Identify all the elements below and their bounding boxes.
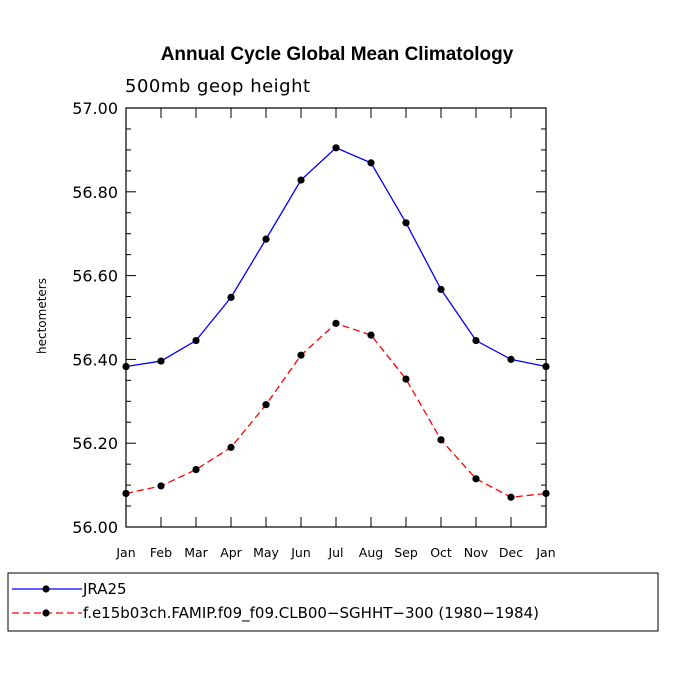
series-1-point [192,465,200,474]
legend-label-0: JRA25 [82,580,127,598]
series-1-point [157,482,165,490]
series-0-point [472,336,480,345]
legend: JRA25 f.e15b03ch.FAMIP.f09_f09.CLB00−SGHH… [7,572,659,632]
legend-box [7,572,659,632]
chart-subtitle: 500mb geop height [125,76,311,97]
legend-marker-1 [42,609,50,617]
series-0-point [227,293,235,301]
series-0-point [262,235,270,243]
series-0-point [542,362,550,371]
x-tick-label: Nov [464,545,489,560]
series-line-0 [125,147,547,368]
series-0-point [332,144,340,152]
series-0-point [192,336,200,345]
x-tick-label: Feb [150,545,172,560]
series-0-point [297,176,305,184]
series-1-point [367,331,375,339]
y-axis-label: hectometers [35,278,49,354]
series-line-1 [125,322,547,498]
x-tick-label: Jul [327,545,343,560]
series-0-point [122,362,130,371]
series-1-point [472,475,480,483]
series-1-point [122,489,130,498]
series-0-point [402,219,410,227]
series-0-point [507,355,515,363]
x-tick-label: Jan [535,545,555,560]
y-tick-label: 56.20 [72,434,118,453]
y-tick-label: 56.40 [72,350,118,369]
x-tick-label: Dec [499,545,523,560]
series-0-point [367,159,375,167]
y-tick-label: 57.00 [72,99,118,118]
plot-area: 56.00 56.20 56.40 56.60 56.80 57.00 Jan Feb Mar A… [72,99,555,560]
x-tick-label: May [253,545,279,560]
x-tick-label: Oct [430,545,452,560]
series-1-point [402,375,410,383]
series-1-point [542,489,550,498]
x-tick-label: Aug [359,545,383,560]
y-tick-label: 56.00 [72,518,118,537]
x-tick-label: Sep [394,545,418,560]
series-0-point [157,357,165,365]
chart-title: Annual Cycle Global Mean Climatology [161,44,514,65]
series-1-point [227,443,235,451]
x-tick-label: Mar [184,545,208,560]
series-1-point [332,319,340,327]
x-tick-label: Jun [290,545,311,560]
legend-marker-0 [42,585,50,593]
series-1-point [297,351,305,359]
series-0-point [437,285,445,294]
y-tick-label: 56.60 [72,267,118,286]
series-1-point [437,436,445,444]
series-1-point [262,401,270,409]
x-tick-label: Apr [220,545,242,560]
legend-label-1: f.e15b03ch.FAMIP.f09_f09.CLB00−SGHHT−300… [83,604,539,623]
x-tick-label: Jan [115,545,135,560]
plot-frame [125,107,547,528]
series-1-point [507,493,515,501]
y-tick-label: 56.80 [72,183,118,202]
